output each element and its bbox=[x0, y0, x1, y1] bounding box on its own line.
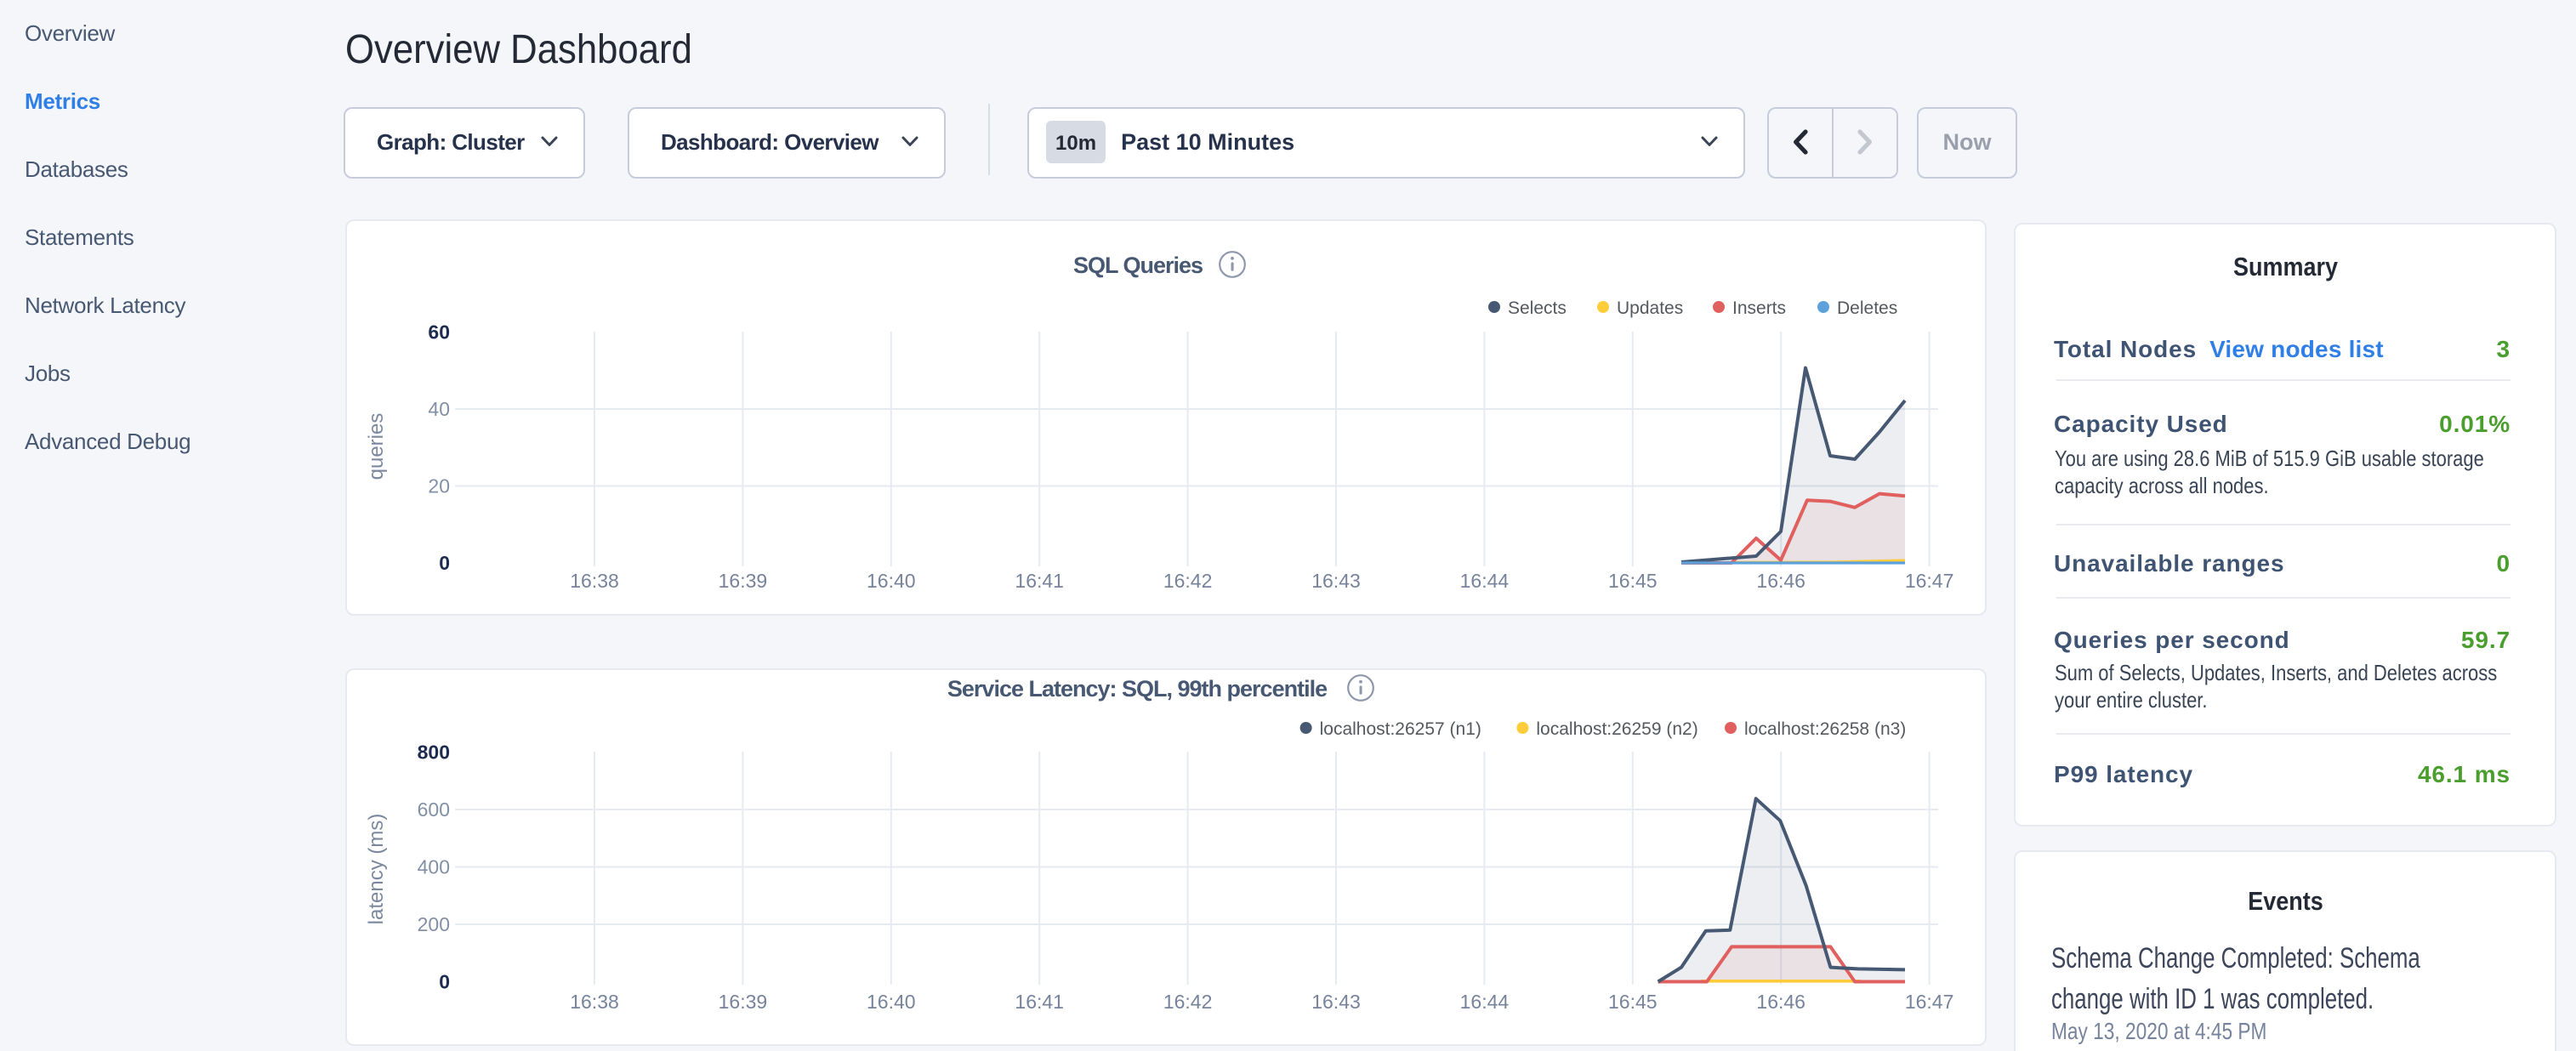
svg-text:Inserts: Inserts bbox=[1732, 298, 1786, 318]
svg-text:16:47: 16:47 bbox=[1905, 990, 1954, 1012]
svg-text:16:45: 16:45 bbox=[1608, 990, 1658, 1012]
svg-text:16:45: 16:45 bbox=[1608, 570, 1658, 592]
svg-text:16:44: 16:44 bbox=[1460, 990, 1510, 1012]
svg-text:localhost:26258 (n3): localhost:26258 (n3) bbox=[1744, 719, 1906, 738]
svg-text:0: 0 bbox=[439, 970, 450, 992]
svg-text:16:40: 16:40 bbox=[867, 990, 916, 1012]
svg-text:localhost:26259 (n2): localhost:26259 (n2) bbox=[1536, 719, 1697, 738]
svg-text:60: 60 bbox=[428, 321, 450, 344]
svg-text:16:41: 16:41 bbox=[1015, 990, 1064, 1012]
svg-text:16:46: 16:46 bbox=[1756, 570, 1805, 592]
svg-text:0: 0 bbox=[439, 552, 450, 574]
svg-text:Selects: Selects bbox=[1508, 298, 1567, 318]
svg-text:16:47: 16:47 bbox=[1905, 570, 1954, 592]
svg-text:16:39: 16:39 bbox=[719, 570, 768, 592]
svg-text:SQL Queries: SQL Queries bbox=[1073, 253, 1203, 278]
svg-text:20: 20 bbox=[428, 475, 450, 497]
svg-text:16:43: 16:43 bbox=[1311, 570, 1361, 592]
svg-text:Service Latency: SQL, 99th per: Service Latency: SQL, 99th percentile bbox=[947, 675, 1328, 701]
svg-text:16:44: 16:44 bbox=[1460, 570, 1510, 592]
svg-text:latency (ms): latency (ms) bbox=[365, 813, 388, 924]
svg-text:localhost:26257 (n1): localhost:26257 (n1) bbox=[1320, 719, 1481, 738]
svg-text:16:39: 16:39 bbox=[719, 990, 768, 1012]
svg-text:16:41: 16:41 bbox=[1015, 570, 1064, 592]
svg-text:800: 800 bbox=[418, 741, 450, 763]
svg-text:200: 200 bbox=[418, 912, 450, 935]
svg-text:16:40: 16:40 bbox=[867, 570, 916, 592]
svg-text:16:46: 16:46 bbox=[1756, 990, 1805, 1012]
svg-text:queries: queries bbox=[365, 413, 388, 480]
svg-text:16:43: 16:43 bbox=[1311, 990, 1361, 1012]
svg-text:40: 40 bbox=[428, 398, 450, 420]
svg-text:Updates: Updates bbox=[1617, 298, 1683, 318]
svg-text:400: 400 bbox=[418, 855, 450, 878]
svg-text:16:38: 16:38 bbox=[570, 570, 619, 592]
svg-text:Deletes: Deletes bbox=[1837, 298, 1897, 318]
svg-text:16:42: 16:42 bbox=[1163, 570, 1213, 592]
svg-text:16:42: 16:42 bbox=[1163, 990, 1213, 1012]
svg-text:16:38: 16:38 bbox=[570, 990, 619, 1012]
svg-text:600: 600 bbox=[418, 798, 450, 820]
